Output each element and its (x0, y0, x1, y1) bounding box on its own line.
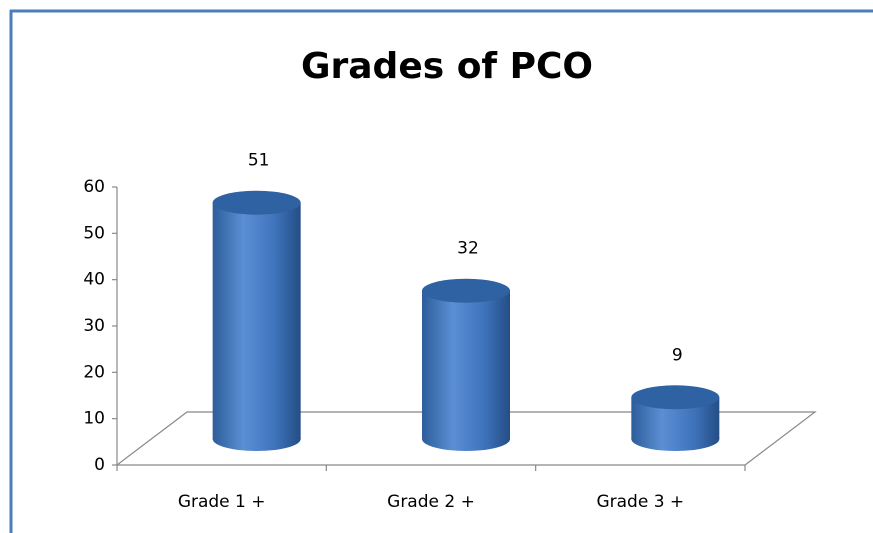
y-tick-label: 50 (83, 223, 105, 243)
data-label: 9 (672, 345, 683, 365)
x-tick-label: Grade 3 + (596, 492, 684, 512)
cylinder-top (212, 190, 301, 215)
data-label: 32 (457, 239, 479, 259)
x-tick-label: Grade 2 + (387, 492, 475, 512)
y-tick-label: 20 (83, 362, 105, 382)
y-tick-label: 60 (83, 177, 105, 197)
y-tick-label: 10 (83, 409, 105, 429)
y-tick-label: 30 (83, 316, 105, 336)
chart-title: Grades of PCO (301, 46, 593, 87)
x-tick-label: Grade 1 + (178, 492, 266, 512)
cylinder-top (422, 278, 510, 303)
cylinder-top (631, 385, 720, 410)
data-label: 51 (248, 151, 270, 171)
cylinder-body (422, 290, 510, 439)
cylinder-body (212, 202, 301, 439)
y-tick-label: 40 (83, 270, 105, 290)
y-tick-label: 0 (94, 455, 105, 475)
